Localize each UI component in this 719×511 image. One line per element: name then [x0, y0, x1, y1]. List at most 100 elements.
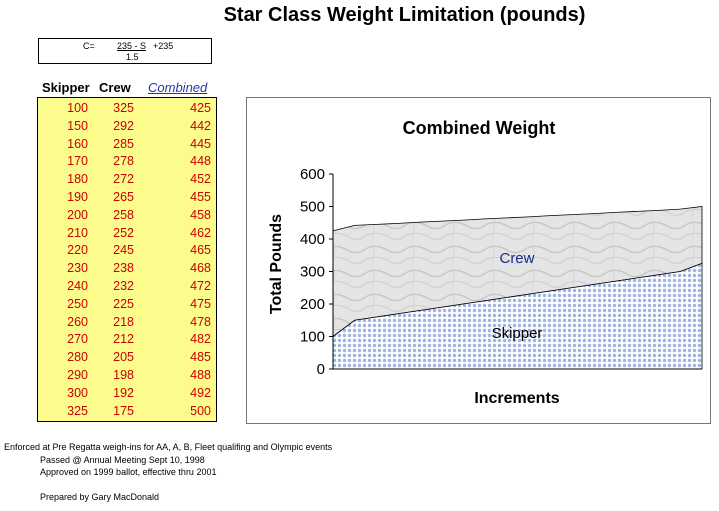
cell-skipper: 300	[67, 385, 88, 400]
cell-combined: 448	[190, 154, 211, 169]
cell-crew: 258	[113, 207, 134, 222]
header-combined: Combined	[148, 80, 208, 95]
cell-skipper: 160	[67, 136, 88, 151]
cell-crew: 245	[113, 243, 134, 258]
cell-crew: 285	[113, 136, 134, 151]
cell-skipper: 280	[67, 350, 88, 365]
cell-crew: 212	[113, 332, 134, 347]
cell-skipper: 100	[67, 101, 88, 115]
cell-crew: 192	[113, 385, 134, 400]
y-tick-label: 400	[300, 231, 325, 248]
formula-numerator: 235 - S	[117, 41, 147, 51]
cell-crew: 238	[113, 261, 134, 276]
note-passed: Passed @ Annual Meeting Sept 10, 1998	[40, 454, 205, 465]
chart-xlabel: Increments	[474, 390, 559, 407]
cell-crew: 218	[113, 314, 134, 329]
cell-combined: 452	[190, 172, 211, 187]
table-row: 210 252 462	[38, 225, 216, 242]
cell-skipper: 150	[67, 118, 88, 133]
table-row: 290 198 488	[38, 367, 216, 384]
cell-combined: 465	[190, 243, 211, 258]
y-tick-label: 200	[300, 296, 325, 313]
cell-combined: 482	[190, 332, 211, 347]
cell-combined: 472	[190, 279, 211, 293]
cell-combined: 488	[190, 368, 211, 382]
cell-skipper: 180	[67, 172, 88, 187]
cell-skipper: 240	[67, 279, 88, 293]
y-tick-label: 100	[300, 329, 325, 346]
y-tick-label: 300	[300, 264, 325, 281]
chart-ylabel: Total Pounds	[268, 214, 285, 314]
cell-crew: 232	[113, 279, 134, 293]
cell-crew: 278	[113, 154, 134, 169]
formula-denominator: 1.5	[126, 52, 139, 62]
combined-weight-chart: Combined Weight Total Pounds Increments …	[246, 97, 711, 424]
table-row: 250 225 475	[38, 296, 216, 313]
y-tick-label: 500	[300, 199, 325, 216]
table-row: 240 232 472	[38, 278, 216, 295]
cell-combined: 458	[190, 207, 211, 222]
cell-skipper: 190	[67, 190, 88, 204]
table-row: 230 238 468	[38, 260, 216, 277]
table-row: 270 212 482	[38, 331, 216, 348]
table-row: 300 192 492	[38, 385, 216, 402]
table-row: 190 265 455	[38, 189, 216, 206]
cell-combined: 445	[190, 136, 211, 151]
cell-skipper: 290	[67, 368, 88, 382]
table-row: 160 285 445	[38, 136, 216, 153]
table-row: 280 205 485	[38, 349, 216, 366]
weight-table: 100 325 425 150 292 442 160 285 445 170 278 448 180 2…	[37, 97, 217, 422]
cell-skipper: 210	[67, 225, 88, 240]
cell-crew: 265	[113, 190, 134, 204]
cell-combined: 455	[190, 190, 211, 204]
cell-skipper: 270	[67, 332, 88, 347]
formula-plus: +235	[153, 41, 174, 51]
notes: Enforced at Pre Regatta weigh-ins for AA…	[4, 441, 332, 503]
cell-crew: 325	[113, 101, 134, 115]
cell-skipper: 250	[67, 296, 88, 311]
table-row: 100 325 425	[38, 100, 216, 117]
header-crew: Crew	[99, 80, 131, 95]
cell-combined: 442	[190, 118, 211, 133]
series-label-skipper: Skipper	[492, 325, 543, 342]
cell-combined: 485	[190, 350, 211, 365]
skipper-area	[332, 262, 703, 370]
table-row: 170 278 448	[38, 153, 216, 170]
cell-combined: 478	[190, 314, 211, 329]
cell-crew: 225	[113, 296, 134, 311]
cell-crew: 175	[113, 403, 134, 418]
cell-combined: 468	[190, 261, 211, 276]
chart-svg: Combined Weight Total Pounds Increments …	[268, 118, 703, 407]
note-prepared: Prepared by Gary MacDonald	[40, 491, 160, 502]
cell-combined: 425	[190, 101, 211, 115]
formula-box: C= 235 - S +235 1.5	[38, 38, 212, 64]
cell-crew: 252	[113, 225, 134, 240]
table-row: 180 272 452	[38, 171, 216, 188]
cell-crew: 198	[113, 368, 134, 382]
cell-skipper: 260	[67, 314, 88, 329]
table-row: 200 258 458	[38, 207, 216, 224]
y-tick-label: 0	[317, 361, 325, 378]
series-label-crew: Crew	[499, 250, 534, 267]
table-row: 325 175 500	[38, 403, 216, 420]
note-enforced: Enforced at Pre Regatta weigh-ins for AA…	[4, 442, 333, 452]
cell-skipper: 220	[67, 243, 88, 258]
cell-crew: 272	[113, 172, 134, 187]
table-row: 220 245 465	[38, 242, 216, 259]
table-row: 150 292 442	[38, 118, 216, 135]
cell-crew: 292	[113, 118, 134, 133]
cell-skipper: 230	[67, 261, 88, 276]
cell-skipper: 200	[67, 207, 88, 222]
header-skipper: Skipper	[42, 80, 90, 95]
cell-combined: 500	[190, 403, 211, 418]
note-approved: Approved on 1999 ballot, effective thru …	[40, 467, 217, 477]
cell-skipper: 325	[67, 403, 88, 418]
cell-combined: 492	[190, 385, 211, 400]
cell-combined: 462	[190, 225, 211, 240]
formula-c: C=	[83, 41, 95, 51]
cell-skipper: 170	[67, 154, 88, 169]
cell-crew: 205	[113, 350, 134, 365]
y-tick-label: 600	[300, 166, 325, 183]
page-title: Star Class Weight Limitation (pounds)	[223, 4, 586, 26]
table-row: 260 218 478	[38, 314, 216, 331]
